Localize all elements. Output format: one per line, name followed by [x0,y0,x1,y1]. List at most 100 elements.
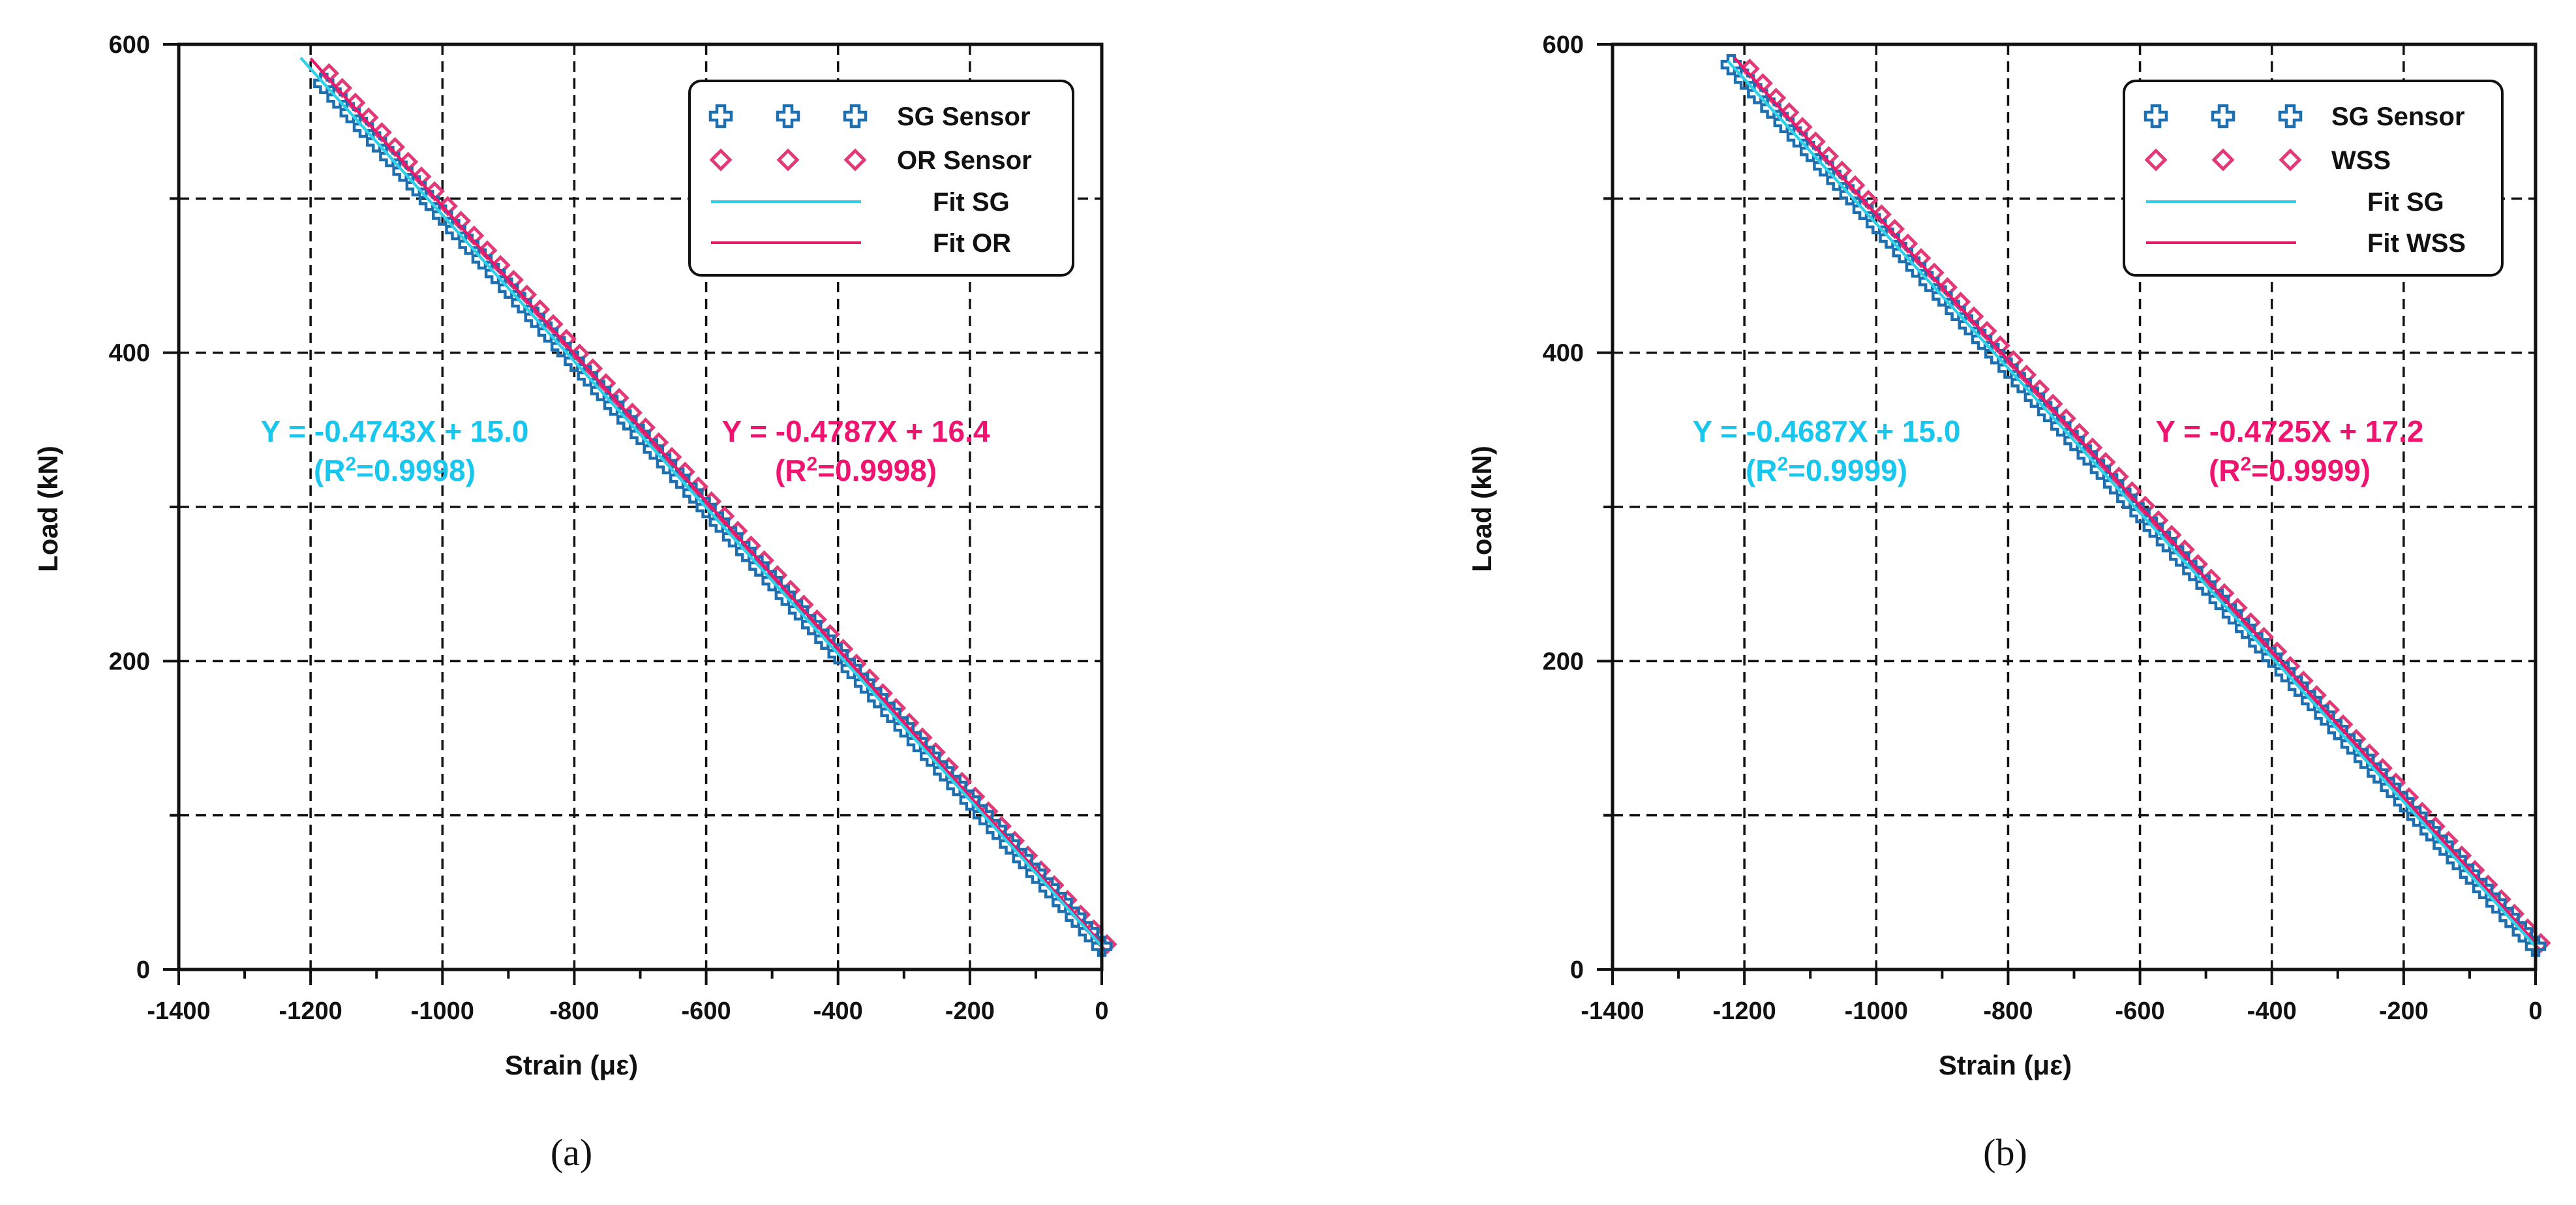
data-point-plus [1852,198,1874,220]
data-point-plus [339,102,361,123]
data-point-plus [2524,936,2547,957]
data-point-plus [2498,906,2520,928]
data-point-plus [919,745,941,767]
legend-marker-plus [708,104,733,129]
data-point-plus [1091,936,1113,957]
x-tick-label: -200 [2379,998,2429,1025]
legend-markers-sg [708,104,868,129]
y-tick-label: 0 [136,956,150,984]
legend-marker-plus [2144,104,2168,129]
data-point-plus [365,131,387,153]
fit-line-sg [299,57,1103,948]
x-tick-label: -400 [813,998,863,1025]
legend: SG Sensor OR Sensor Fit SG Fit OR [688,80,1074,277]
data-point-plus [2511,921,2534,943]
panel-label-b: (b) [1983,1131,2027,1174]
legend-marker-diamond [2211,148,2235,172]
panel-label-a: (a) [551,1131,592,1174]
data-point-plus [379,145,401,168]
data-point-plus [2393,791,2415,813]
equation-wss: Y = -0.4725X + 17.2 [2156,414,2424,448]
data-point-plus [999,833,1020,855]
data-point-plus [352,116,374,138]
legend-label-fit-wss: Fit WSS [2367,229,2466,258]
x-axis-title: Strain (με) [1939,1050,2072,1080]
data-point-plus [2446,849,2467,870]
data-point-plus [880,701,902,724]
legend-marker-plus [2211,104,2235,129]
legend: SG Sensor WSS Fit SG Fit WSS [2123,80,2504,277]
equation-sg: Y = -0.4743X + 15.0 [261,414,529,448]
legend-markers-sg [2144,104,2303,129]
data-point-plus [986,818,1007,840]
legend-marker-plus [2278,104,2303,129]
legend-marker-diamond [2144,148,2168,172]
x-tick-label: -1200 [279,998,342,1025]
data-point-plus [1839,184,1861,206]
data-point-plus [326,87,348,109]
legend-label-or: OR Sensor [897,146,1032,175]
y-tick-label: 600 [109,31,150,59]
data-point-plus [405,175,427,197]
equation-sg: Y = -0.4687X + 15.0 [1693,414,1961,448]
axis-ticks [1597,43,2537,985]
legend-markers-wss [2144,148,2302,172]
data-point-plus [959,789,981,811]
legend-marker-diamond [843,148,867,172]
fit-line-or [309,57,1103,945]
legend-label-wss: WSS [2331,146,2391,175]
r-squared-wss: (R2=0.9999) [2209,453,2371,487]
axis-ticks [163,43,1103,985]
x-tick-label: -600 [682,998,731,1025]
data-point-plus [1813,155,1834,177]
legend-box [2123,80,2504,277]
fit-line-or [1733,57,2537,944]
x-tick-labels: -1400 -1200 -1000 -800 -600 -400 -200 0 [147,998,1108,1025]
data-point-plus [1065,906,1086,928]
data-point-plus [933,760,954,782]
chart-panel-b: -1400 -1200 -1000 -800 -600 -400 -200 0 0 200 400… [1466,31,2551,1174]
series-layer [299,57,1117,957]
data-point-plus [313,72,335,95]
legend-marker-plus [776,104,800,129]
x-tick-label: -800 [1983,998,2033,1025]
chart-panel-a: -1400 -1200 -1000 -800 -600 -400 -200 0 0 200 400… [33,31,1117,1174]
data-point-plus [893,716,915,738]
legend-label-fit-sg: Fit SG [2367,188,2444,217]
legend-markers-or [709,148,867,172]
data-point-plus [853,672,875,694]
r-squared-sg: (R2=0.9999) [1746,453,1907,487]
data-point-plus [1733,69,1755,90]
x-tick-label: -200 [945,998,995,1025]
y-axis-title: Load (kN) [1466,446,1497,572]
data-point-plus [1720,53,1742,76]
data-point-plus [972,804,994,826]
data-point-plus [1760,97,1781,119]
data-point-plus [1078,921,1100,943]
x-tick-label: -1400 [147,998,210,1025]
y-tick-label: 400 [1543,340,1584,367]
legend-box [688,80,1074,277]
data-point-plus [1786,126,1808,148]
legend-marker-diamond [709,148,733,172]
legend-marker-plus [843,104,868,129]
y-axis-title: Load (kN) [33,446,63,572]
x-tick-label: 0 [1095,998,1108,1025]
data-point-plus [906,731,928,752]
x-tick-label: -1000 [1845,998,1908,1025]
y-tick-label: 200 [1543,648,1584,675]
y-tick-labels: 0 200 400 600 [109,31,150,984]
data-point-plus [867,687,888,709]
x-tick-label: -1200 [1713,998,1776,1025]
data-point-plus [1012,847,1033,870]
equation-or: Y = -0.4787X + 16.4 [722,414,990,448]
r-squared-sg: (R2=0.9998) [314,453,476,487]
data-point-plus [2472,877,2494,900]
legend-label-fit-sg: Fit SG [933,188,1010,217]
data-point-plus [2459,863,2481,885]
legend-label-fit-or: Fit OR [933,229,1011,258]
data-point-plus [1025,862,1047,884]
x-tick-label: -600 [2115,998,2165,1025]
x-tick-label: -1400 [1581,998,1644,1025]
